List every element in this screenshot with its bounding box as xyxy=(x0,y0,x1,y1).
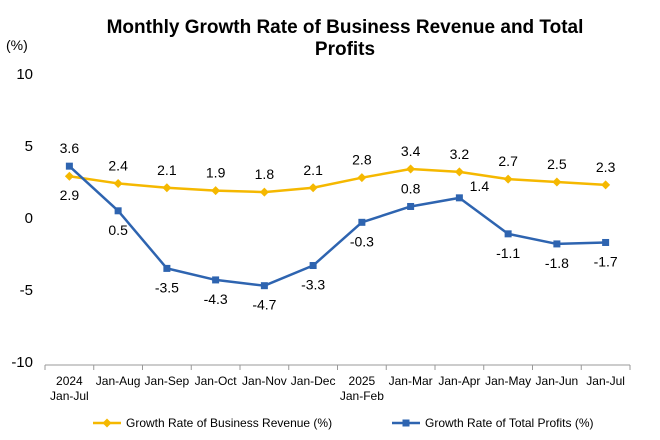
data-point-marker xyxy=(455,194,463,202)
legend-swatch-marker xyxy=(402,419,410,427)
data-label: 3.6 xyxy=(60,140,80,156)
data-label: 2.8 xyxy=(352,152,372,168)
data-label: 2.5 xyxy=(547,156,567,172)
data-point-marker xyxy=(260,282,268,290)
x-tick-label: Jan-Sep xyxy=(145,374,190,388)
x-tick-label: Jan-Oct xyxy=(195,374,238,388)
data-label: 0.5 xyxy=(108,222,128,238)
legend-swatch-marker xyxy=(102,418,112,428)
data-label: -3.5 xyxy=(155,279,179,295)
data-point-marker xyxy=(65,162,73,170)
data-point-marker xyxy=(212,276,220,284)
data-label: 0.8 xyxy=(401,180,421,196)
x-tick-label: Jan-Jun xyxy=(536,374,579,388)
data-point-marker xyxy=(309,262,317,270)
chart-title-line-2: Profits xyxy=(315,39,375,60)
data-label: 2.1 xyxy=(303,162,323,178)
data-label: 1.4 xyxy=(470,178,490,194)
data-label: 2.3 xyxy=(596,159,616,175)
data-label: 3.2 xyxy=(450,146,470,162)
x-tick-label: Jan-May xyxy=(485,374,531,388)
data-label: -4.7 xyxy=(252,297,276,313)
data-point-marker xyxy=(454,167,464,177)
y-tick-label: -10 xyxy=(11,354,33,371)
x-tick-label: Jan-Feb xyxy=(340,389,384,403)
data-point-marker xyxy=(602,238,610,246)
x-tick-label: Jan-Nov xyxy=(242,374,287,388)
legend: Growth Rate of Business Revenue (%) Growt… xyxy=(93,416,594,430)
data-label: 2.9 xyxy=(60,187,80,203)
y-tick-label: 10 xyxy=(16,66,33,83)
data-point-marker xyxy=(601,180,611,190)
data-point-marker xyxy=(407,202,415,210)
x-tick-label: Jan-Apr xyxy=(438,374,480,388)
data-point-marker xyxy=(64,171,74,181)
data-point-marker xyxy=(162,183,172,193)
data-point-marker xyxy=(552,177,562,187)
series-0: 2.9 2.4 2.1 1.9 1.8 2.1 2.8 3.4 3.2 2.7 2.5 2.3 xyxy=(60,143,616,203)
data-point-marker xyxy=(504,230,512,238)
legend-item-0: Growth Rate of Business Revenue (%) xyxy=(93,416,332,430)
data-point-marker xyxy=(308,183,318,193)
data-point-marker xyxy=(503,174,513,184)
x-tick-label: 2024 xyxy=(56,374,83,388)
x-tick-label: Jan-Aug xyxy=(96,374,141,388)
data-label: -0.3 xyxy=(350,233,374,249)
x-tick-label: Jan-Jul xyxy=(50,389,89,403)
y-tick-label: 5 xyxy=(25,138,33,155)
data-label: -1.7 xyxy=(594,253,618,269)
legend-item-1: Growth Rate of Total Profits (%) xyxy=(392,416,594,430)
data-point-marker xyxy=(113,178,123,188)
data-label: 2.1 xyxy=(157,162,177,178)
y-axis-unit-label: (%) xyxy=(6,37,28,53)
data-label: 2.7 xyxy=(498,153,518,169)
data-point-marker xyxy=(259,187,269,197)
data-label: -1.8 xyxy=(545,255,569,271)
series-1: 3.6 0.5 -3.5 -4.3 -4.7 -3.3 -0.3 0.8 1.4 -1.1 -1.8… xyxy=(60,140,618,313)
x-tick-label: Jan-Mar xyxy=(389,374,433,388)
data-label: 1.8 xyxy=(255,166,275,182)
data-label: -1.1 xyxy=(496,245,520,261)
data-point-marker xyxy=(114,207,122,215)
data-label: -4.3 xyxy=(204,291,228,307)
legend-label: Growth Rate of Business Revenue (%) xyxy=(126,416,332,430)
data-point-marker xyxy=(357,173,367,183)
data-label: 3.4 xyxy=(401,143,421,159)
chart-title-line-1: Monthly Growth Rate of Business Revenue … xyxy=(107,17,584,38)
series-line xyxy=(68,164,607,287)
series-line xyxy=(68,167,607,194)
x-tick-label: Jan-Jul xyxy=(586,374,625,388)
data-point-marker xyxy=(553,240,561,248)
legend-label: Growth Rate of Total Profits (%) xyxy=(425,416,594,430)
x-tick-label: 2025 xyxy=(349,374,376,388)
y-tick-label: -5 xyxy=(20,282,33,299)
y-tick-label: 0 xyxy=(25,210,33,227)
data-point-marker xyxy=(211,186,221,196)
data-point-marker xyxy=(358,218,366,226)
data-point-marker xyxy=(163,264,171,272)
data-label: 1.9 xyxy=(206,165,226,181)
x-tick-label: Jan-Dec xyxy=(291,374,336,388)
data-label: 2.4 xyxy=(108,157,128,173)
data-point-marker xyxy=(406,164,416,174)
data-label: -3.3 xyxy=(301,277,325,293)
